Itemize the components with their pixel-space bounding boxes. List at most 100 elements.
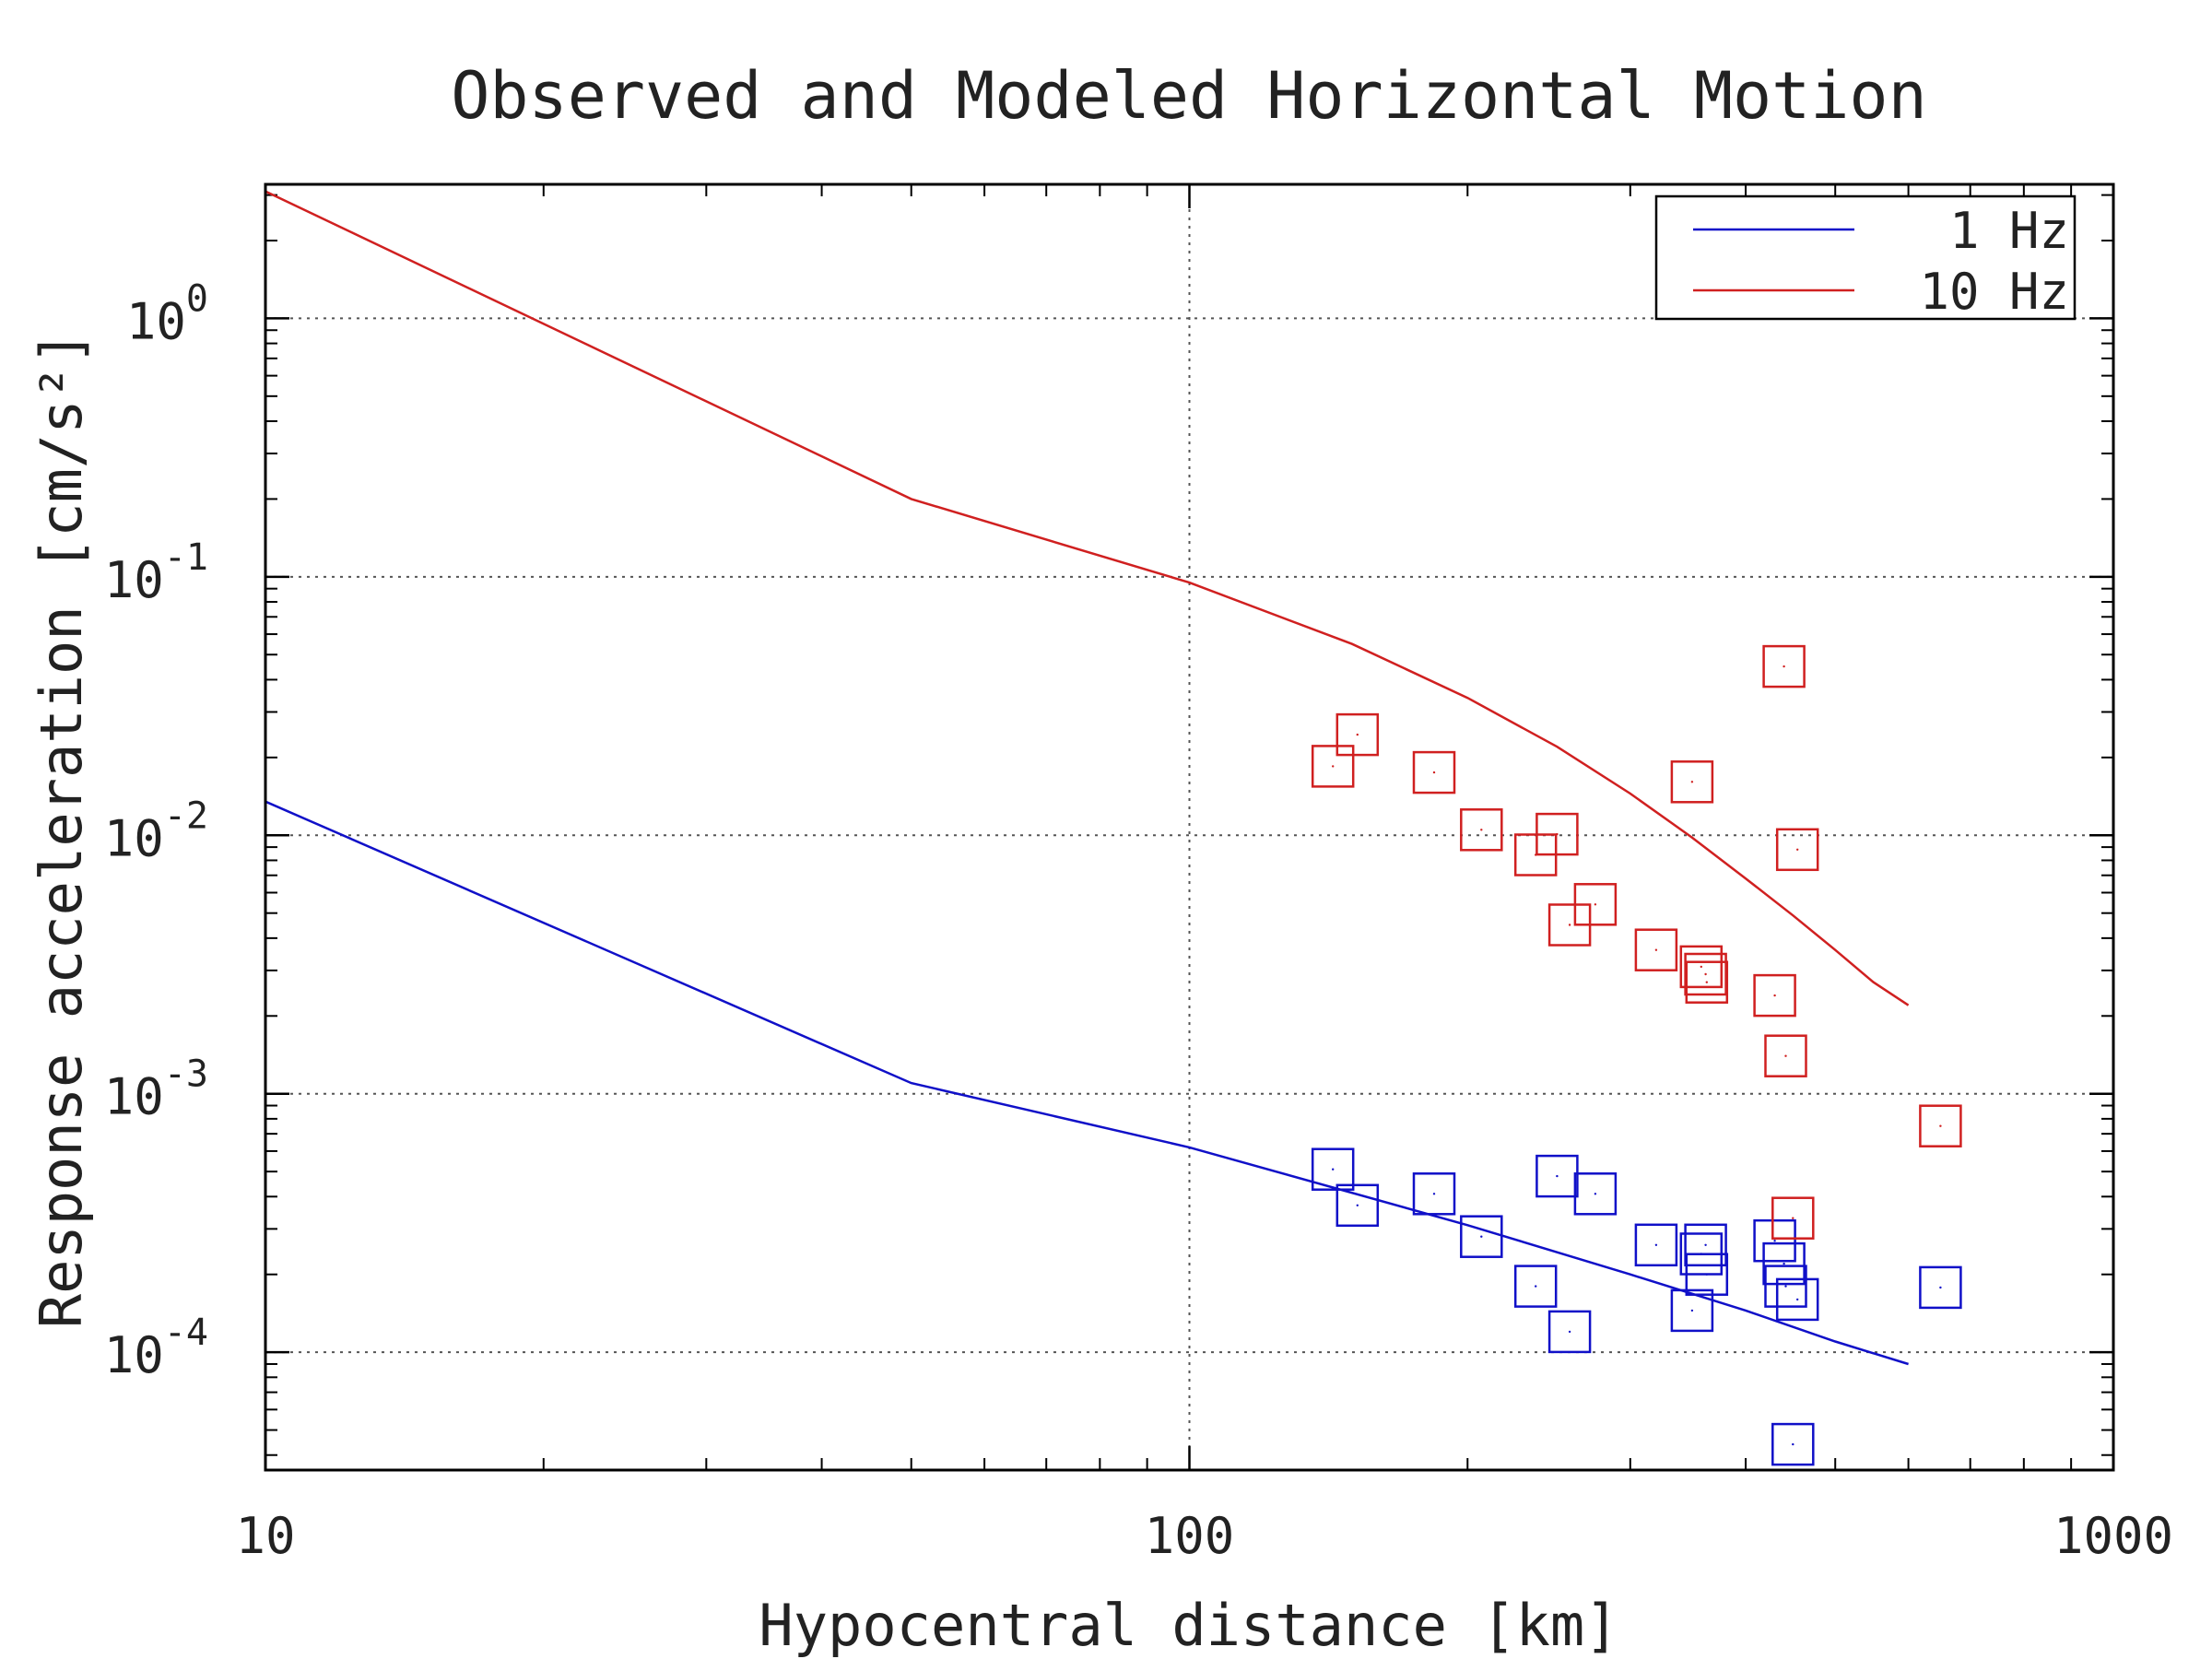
observation-marker-1hz — [1684, 1223, 1727, 1267]
observation-marker-10hz — [1573, 883, 1618, 926]
y-tick-label: 10-1 — [104, 536, 208, 609]
observation-marker-1hz — [1753, 1218, 1796, 1263]
observation-center-dot — [1594, 903, 1597, 906]
legend-label: 10 Hz — [1919, 263, 2069, 321]
y-axis-label: Response acceleration [cm/s²] — [28, 331, 95, 1329]
observation-marker-1hz — [1335, 1183, 1380, 1228]
observation-center-dot — [1773, 1240, 1776, 1242]
legend-label: 1 Hz — [1949, 202, 2069, 260]
y-tick-label: 10-4 — [104, 1312, 208, 1384]
y-tick-base: 10 — [104, 809, 164, 867]
observation-marker-10hz — [1771, 1196, 1815, 1240]
y-tick-exponent: -2 — [164, 794, 208, 837]
observation-center-dot — [1792, 1442, 1794, 1446]
observation-center-dot — [1773, 994, 1776, 997]
observation-center-dot — [1783, 1262, 1785, 1265]
observation-center-dot — [1356, 733, 1359, 736]
x-tick-label: 100 — [1145, 1507, 1235, 1565]
observation-center-dot — [1535, 1285, 1537, 1288]
observation-center-dot — [1796, 1298, 1799, 1301]
observation-center-dot — [1783, 665, 1785, 668]
y-tick-base: 10 — [104, 1068, 164, 1126]
observation-center-dot — [1700, 965, 1703, 969]
observation-center-dot — [1556, 1174, 1559, 1178]
observation-center-dot — [1356, 1204, 1359, 1207]
observation-marker-1hz — [1535, 1154, 1579, 1198]
y-tick-exponent: -1 — [164, 536, 208, 579]
observation-center-dot — [1690, 1309, 1694, 1312]
observation-marker-10hz — [1460, 808, 1503, 852]
minor-ticks — [264, 184, 2115, 1470]
observation-marker-10hz — [1535, 812, 1579, 856]
observation-center-dot — [1568, 924, 1571, 926]
observation-center-dot — [1432, 1193, 1436, 1195]
observation-center-dot — [1705, 981, 1709, 983]
observation-center-dot — [1704, 1243, 1707, 1247]
model-line-10hz — [265, 190, 1910, 1006]
observation-center-dot — [1690, 781, 1694, 783]
plot-frame — [264, 182, 2115, 1472]
observation-marker-10hz — [1919, 1104, 1962, 1147]
y-tick-exponent: -4 — [164, 1312, 208, 1354]
observation-center-dot — [1939, 1286, 1942, 1289]
model-lines — [265, 190, 1910, 1366]
observation-marker-1hz — [1412, 1172, 1456, 1216]
y-tick-exponent: -3 — [164, 1053, 208, 1096]
observation-marker-1hz — [1775, 1277, 1819, 1322]
observation-center-dot — [1784, 1054, 1787, 1057]
observation-marker-10hz — [1685, 960, 1729, 1004]
observation-points — [1311, 644, 1962, 1466]
observation-marker-10hz — [1753, 973, 1796, 1018]
observation-marker-1hz — [1764, 1265, 1807, 1308]
observation-marker-10hz — [1775, 828, 1819, 872]
y-tick-label: 100 — [126, 277, 208, 350]
observation-center-dot — [1568, 1330, 1571, 1334]
y-tick-label: 10-3 — [104, 1053, 208, 1126]
y-tick-base: 10 — [126, 292, 186, 350]
observation-center-dot — [1784, 1285, 1787, 1288]
observation-center-dot — [1332, 765, 1335, 768]
y-tick-label: 10-2 — [104, 794, 208, 867]
observation-marker-1hz — [1762, 1241, 1806, 1286]
observation-center-dot — [1796, 848, 1799, 851]
y-tick-base: 10 — [104, 551, 164, 609]
x-tick-label: 10 — [235, 1507, 295, 1565]
observation-center-dot — [1556, 832, 1559, 836]
observation-marker-1hz — [1573, 1172, 1618, 1216]
observation-center-dot — [1704, 972, 1707, 976]
observation-marker-1hz — [1771, 1422, 1815, 1466]
observation-marker-1hz — [1547, 1310, 1592, 1354]
observation-center-dot — [1480, 829, 1483, 831]
observation-marker-10hz — [1634, 928, 1678, 971]
observation-marker-1hz — [1919, 1265, 1962, 1310]
observation-center-dot — [1705, 1273, 1709, 1276]
observation-marker-10hz — [1311, 745, 1355, 788]
y-tick-exponent: 0 — [186, 277, 208, 320]
observation-center-dot — [1480, 1235, 1483, 1238]
observation-marker-10hz — [1679, 945, 1724, 989]
y-tick-base: 10 — [104, 1326, 164, 1384]
x-tick-labels: 10 100 1000 — [235, 1507, 2173, 1565]
x-axis-label: Hypocentral distance [km] — [759, 1592, 1618, 1659]
observation-marker-10hz — [1764, 1034, 1807, 1077]
chart-title: Observed and Modeled Horizontal Motion — [451, 58, 1926, 134]
observation-center-dot — [1332, 1168, 1335, 1171]
legend-box — [1654, 194, 2077, 321]
observation-marker-10hz — [1335, 712, 1380, 757]
observation-marker-1hz — [1685, 1253, 1729, 1296]
observation-center-dot — [1939, 1124, 1942, 1127]
observation-center-dot — [1654, 948, 1658, 951]
observation-marker-1hz — [1513, 1265, 1558, 1308]
observation-center-dot — [1792, 1217, 1794, 1219]
observation-center-dot — [1594, 1193, 1597, 1195]
observation-center-dot — [1432, 771, 1436, 774]
observation-center-dot — [1654, 1243, 1658, 1247]
observation-marker-10hz — [1762, 644, 1806, 688]
observation-marker-10hz — [1412, 750, 1456, 794]
observation-marker-1hz — [1311, 1147, 1355, 1191]
observation-marker-10hz — [1670, 760, 1714, 804]
model-line-1hz — [265, 800, 1909, 1366]
